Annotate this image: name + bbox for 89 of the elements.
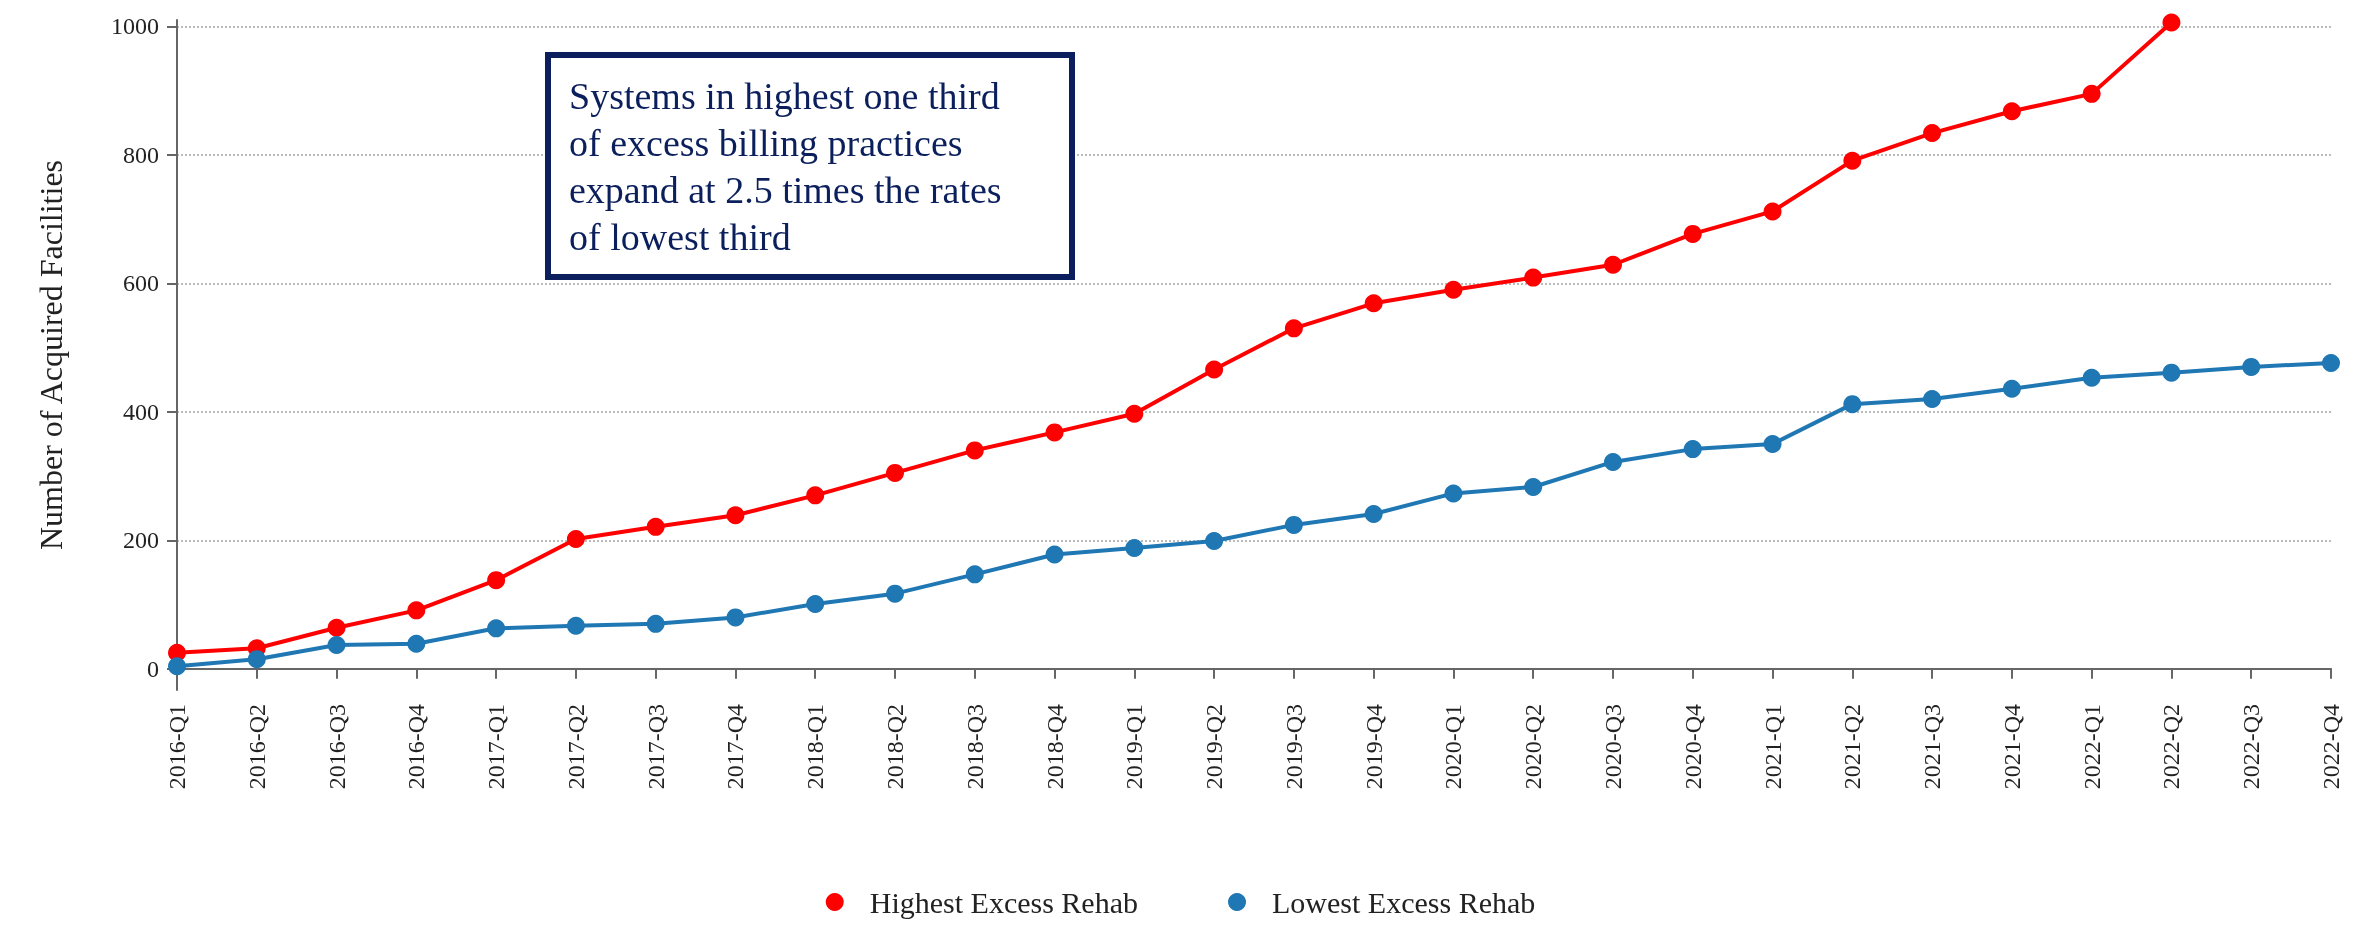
point	[806, 486, 825, 505]
y-tick-label: 400	[123, 398, 159, 425]
point	[1604, 452, 1622, 471]
point	[886, 584, 904, 603]
point	[646, 517, 665, 536]
x-tick-label: 2016-Q1	[164, 704, 190, 790]
y-tick-label: 200	[123, 527, 159, 554]
point	[1045, 545, 1064, 564]
x-tick-label: 2022-Q1	[2078, 704, 2105, 790]
point	[1444, 280, 1463, 299]
point	[806, 594, 825, 613]
point	[1205, 531, 1224, 550]
point	[2082, 84, 2101, 103]
point	[1763, 202, 1782, 221]
x-tick-label: 2020-Q3	[1600, 704, 1626, 790]
point	[1843, 395, 1862, 414]
point	[2242, 357, 2261, 376]
x-tick-label: 2017-Q1	[483, 704, 510, 790]
legend-label: Highest Excess Rehab	[869, 885, 1139, 919]
point	[566, 616, 585, 635]
x-tick-label: 2017-Q4	[722, 704, 749, 790]
point	[1125, 404, 1144, 423]
point	[2322, 354, 2340, 373]
point	[886, 463, 904, 482]
x-tick-label: 2021-Q2	[1839, 704, 1866, 790]
point	[1045, 423, 1064, 442]
point	[1364, 504, 1383, 523]
x-tick-label: 2022-Q2	[2158, 704, 2185, 790]
point	[1444, 484, 1463, 503]
x-tick-label: 2017-Q2	[562, 704, 589, 790]
y-tick-label: 800	[123, 141, 159, 168]
x-tick-label: 2020-Q2	[1520, 704, 1547, 790]
point	[1923, 124, 1942, 143]
point	[1763, 434, 1782, 453]
point	[1205, 360, 1224, 379]
x-tick-label: 2019-Q3	[1280, 704, 1307, 790]
y-axis-title: Number of Acquired Facilities	[33, 159, 69, 551]
annotation: Systems in highest one third of excess billing practices expand at 2.5 times the rates of lowest third	[569, 74, 1012, 258]
point	[646, 614, 665, 633]
legend-label: Lowest Excess Rehab	[1272, 885, 1536, 919]
point	[2162, 363, 2181, 382]
x-tick-label: 2016-Q4	[403, 704, 430, 790]
x-tick-label: 2020-Q1	[1440, 704, 1467, 790]
x-tick-label: 2018-Q1	[802, 704, 829, 790]
y-tick-label: 1000	[111, 13, 159, 40]
x-tick-label: 2022-Q4	[2318, 704, 2344, 790]
point	[1524, 268, 1543, 287]
x-tick-label: 2018-Q4	[1041, 704, 1068, 790]
x-tick-label: 2019-Q1	[1121, 704, 1148, 790]
y-tick-label: 0	[147, 655, 159, 682]
x-tick-label: 2019-Q4	[1360, 704, 1387, 790]
point	[2002, 379, 2021, 398]
point	[2002, 102, 2021, 121]
point	[487, 571, 506, 590]
x-tick-label: 2019-Q2	[1201, 704, 1228, 790]
point	[247, 650, 266, 669]
point	[1125, 539, 1144, 558]
point	[965, 441, 984, 460]
x-tick-label: 2018-Q3	[961, 704, 988, 790]
point	[327, 636, 346, 655]
point	[1284, 515, 1303, 534]
point	[726, 506, 745, 525]
point	[1604, 255, 1622, 274]
point	[1683, 224, 1702, 243]
x-tick-label: 2021-Q3	[1919, 704, 1946, 790]
point	[2162, 13, 2181, 32]
point	[726, 608, 745, 627]
x-tick-label: 2016-Q3	[323, 704, 350, 790]
point	[407, 634, 426, 653]
x-tick-label: 2016-Q2	[243, 704, 270, 790]
point	[1843, 151, 1862, 170]
point	[407, 601, 426, 620]
x-tick-label: 2021-Q4	[1998, 704, 2025, 790]
point	[327, 618, 346, 637]
point	[1284, 319, 1303, 338]
point	[1364, 294, 1383, 313]
point	[1923, 390, 1942, 408]
x-tick-label: 2020-Q4	[1679, 704, 1706, 790]
x-tick-label: 2017-Q3	[642, 704, 669, 790]
y-tick-label: 600	[123, 270, 159, 297]
point	[566, 530, 585, 549]
x-tick-label: 2022-Q3	[2238, 704, 2265, 790]
point	[965, 565, 984, 584]
point	[2082, 368, 2101, 387]
x-tick-label: 2018-Q2	[882, 704, 908, 790]
x-tick-label: 2021-Q1	[1759, 704, 1786, 790]
point	[1683, 440, 1702, 459]
point	[487, 619, 506, 638]
point	[1524, 478, 1543, 496]
